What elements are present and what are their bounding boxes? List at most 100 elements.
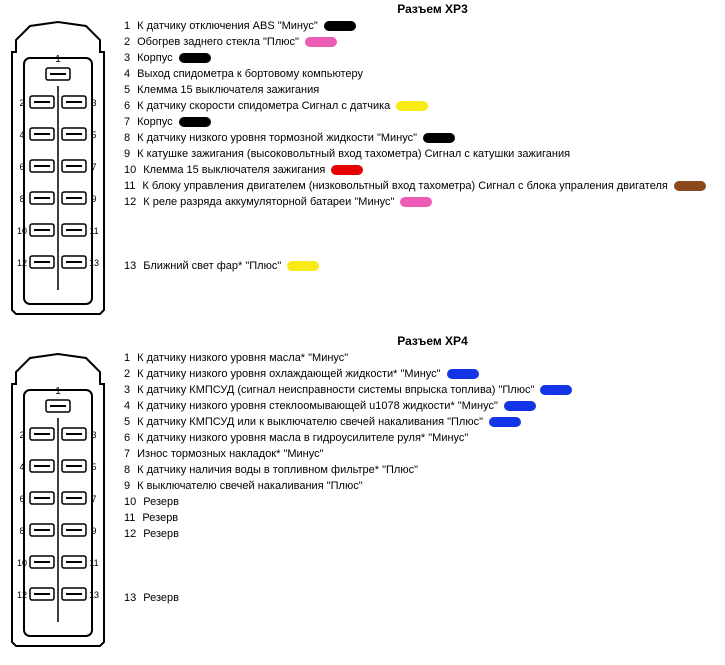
svg-text:2: 2 bbox=[19, 98, 24, 108]
pin-text: Клемма 15 выключателя зажигания bbox=[143, 162, 325, 178]
pin-row: 1 К датчику низкого уровня масла* "Минус" bbox=[124, 350, 725, 366]
wire-color-swatch bbox=[400, 197, 432, 207]
spacer bbox=[124, 210, 725, 258]
pin-number: 9 bbox=[124, 478, 130, 494]
pin-row: 13 Ближний свет фар* "Плюс" bbox=[124, 258, 725, 274]
pin-text: Корпус bbox=[137, 114, 172, 130]
pin-number: 2 bbox=[124, 34, 130, 50]
pin-number: 13 bbox=[124, 258, 136, 274]
section-title: Разъем ХР3 bbox=[0, 0, 725, 18]
pin-list: 1 К датчику отключения АВS "Минус"2Обогре… bbox=[124, 18, 725, 274]
pin-number: 10 bbox=[124, 162, 136, 178]
pin-row: 5Клемма 15 выключателя зажигания bbox=[124, 82, 725, 98]
pin-text: Ближний свет фар* "Плюс" bbox=[143, 258, 281, 274]
pin-number: 6 bbox=[124, 430, 130, 446]
pin-row: 8 К датчику низкого уровня тормозной жидк… bbox=[124, 130, 725, 146]
pin-number: 12 bbox=[124, 194, 136, 210]
pin-number: 8 bbox=[124, 130, 130, 146]
pin-row: 4Выход спидометра к бортовому компьютеру bbox=[124, 66, 725, 82]
pin-number: 12 bbox=[124, 526, 136, 542]
pin-text: К блоку управления двигателем (низковоль… bbox=[142, 178, 667, 194]
section-gap bbox=[0, 318, 725, 332]
pin-list: 1 К датчику низкого уровня масла* "Минус"… bbox=[124, 350, 725, 606]
pin-row: 12 Резерв bbox=[124, 526, 725, 542]
pin-number: 1 bbox=[124, 18, 130, 34]
pin-row: 10 Клемма 15 выключателя зажигания bbox=[124, 162, 725, 178]
svg-text:9: 9 bbox=[91, 526, 96, 536]
pin-text: К катушке зажигания (высоковольтный вход… bbox=[137, 146, 570, 162]
pin-number: 8 bbox=[124, 462, 130, 478]
wire-color-swatch bbox=[179, 117, 211, 127]
pin-number: 9 bbox=[124, 146, 130, 162]
svg-text:11: 11 bbox=[89, 226, 98, 236]
svg-text:3: 3 bbox=[91, 98, 96, 108]
connector-section: Разъем ХР4123456789101112131К датчику ни… bbox=[0, 332, 725, 650]
pin-number: 6 bbox=[124, 98, 130, 114]
pin-text: К датчику низкого уровня стеклоомывающей… bbox=[137, 398, 498, 414]
wire-color-swatch bbox=[540, 385, 572, 395]
pin-text: К датчику низкого уровня масла в гидроус… bbox=[137, 430, 468, 446]
wire-color-swatch bbox=[324, 21, 356, 31]
pin-text: Выход спидометра к бортовому компьютеру bbox=[137, 66, 363, 82]
pin-text: К датчику КМПСУД (сигнал неисправности с… bbox=[137, 382, 534, 398]
svg-text:4: 4 bbox=[19, 462, 24, 472]
svg-text:8: 8 bbox=[19, 526, 24, 536]
pin-row: 5 К датчику КМПСУД или к выключателю свеч… bbox=[124, 414, 725, 430]
svg-text:9: 9 bbox=[91, 194, 96, 204]
pin-number: 4 bbox=[124, 398, 130, 414]
pin-text: К датчику отключения АВS "Минус" bbox=[137, 18, 318, 34]
pin-number: 7 bbox=[124, 114, 130, 130]
wire-color-swatch bbox=[504, 401, 536, 411]
wire-color-swatch bbox=[331, 165, 363, 175]
svg-text:13: 13 bbox=[89, 258, 99, 268]
wire-color-swatch bbox=[396, 101, 428, 111]
svg-text:11: 11 bbox=[89, 558, 98, 568]
pin-text: Резерв bbox=[142, 510, 178, 526]
pin-text: К датчику низкого уровня тормозной жидко… bbox=[137, 130, 417, 146]
wire-color-swatch bbox=[674, 181, 706, 191]
pin-row: 6 К датчику скорости спидометра Сигнал с … bbox=[124, 98, 725, 114]
pin-row: 7 Износ тормозных накладок* "Минус" bbox=[124, 446, 725, 462]
svg-text:6: 6 bbox=[19, 494, 24, 504]
pin-row: 1 К датчику отключения АВS "Минус" bbox=[124, 18, 725, 34]
pin-number: 1 bbox=[124, 350, 130, 366]
svg-text:4: 4 bbox=[19, 130, 24, 140]
svg-text:12: 12 bbox=[17, 258, 27, 268]
pin-number: 5 bbox=[124, 414, 130, 430]
wire-color-swatch bbox=[179, 53, 211, 63]
pin-number: 7 bbox=[124, 446, 130, 462]
pin-row: 4 К датчику низкого уровня стеклоомывающе… bbox=[124, 398, 725, 414]
wire-color-swatch bbox=[305, 37, 337, 47]
pin-text: Резерв bbox=[143, 526, 179, 542]
pin-text: Корпус bbox=[137, 50, 172, 66]
pin-text: К датчику наличия воды в топливном фильт… bbox=[137, 462, 418, 478]
pin-row: 9 К катушке зажигания (высоковольтный вхо… bbox=[124, 146, 725, 162]
pin-row: 11Резерв bbox=[124, 510, 725, 526]
pin-row: 8 К датчику наличия воды в топливном филь… bbox=[124, 462, 725, 478]
wire-color-swatch bbox=[423, 133, 455, 143]
pin-text: К выключателю свечей накаливания "Плюс" bbox=[137, 478, 362, 494]
pin-row: 3 Корпус bbox=[124, 50, 725, 66]
svg-text:2: 2 bbox=[19, 430, 24, 440]
pin-row: 2Обогрев заднего стекла "Плюс" bbox=[124, 34, 725, 50]
svg-text:7: 7 bbox=[91, 494, 96, 504]
pin-text: К датчику КМПСУД или к выключателю свече… bbox=[137, 414, 483, 430]
pin-row: 11К блоку управления двигателем (низково… bbox=[124, 178, 725, 194]
pin-text: К датчику низкого уровня масла* "Минус" bbox=[137, 350, 348, 366]
pin-number: 5 bbox=[124, 82, 130, 98]
pin-number: 3 bbox=[124, 50, 130, 66]
svg-text:1: 1 bbox=[55, 386, 61, 397]
connector-section: Разъем ХР3123456789101112131К датчику от… bbox=[0, 0, 725, 318]
section-title: Разъем ХР4 bbox=[0, 332, 725, 350]
pin-number: 3 bbox=[124, 382, 130, 398]
pin-text: Резерв bbox=[143, 590, 179, 606]
pin-text: К датчику скорости спидометра Сигнал с д… bbox=[137, 98, 390, 114]
svg-text:6: 6 bbox=[19, 162, 24, 172]
svg-text:8: 8 bbox=[19, 194, 24, 204]
connector-diagram: 12345678910111213 bbox=[8, 18, 118, 318]
spacer bbox=[124, 542, 725, 590]
wire-color-swatch bbox=[489, 417, 521, 427]
connector-diagram: 12345678910111213 bbox=[8, 350, 118, 650]
pin-number: 10 bbox=[124, 494, 136, 510]
pin-text: Износ тормозных накладок* "Минус" bbox=[137, 446, 323, 462]
